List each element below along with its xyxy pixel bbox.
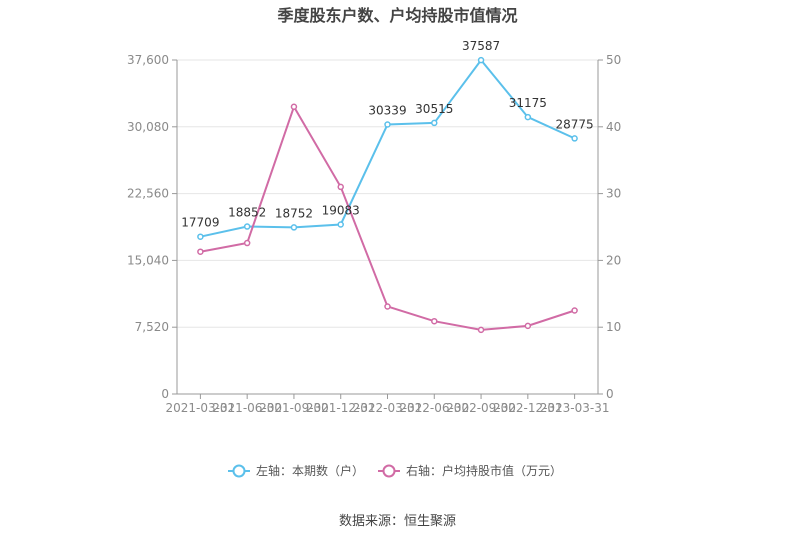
x-tick-label: 2021-06-30 [212,401,282,415]
left-tick-label: 0 [161,387,169,401]
left-tick-label: 7,520 [135,320,169,334]
data-label: 18852 [228,206,266,220]
data-point [243,223,251,230]
data-point [571,307,578,314]
data-label: 37587 [462,39,500,53]
chart-title: 季度股东户数、户均持股市值情况 [277,6,518,25]
x-tick-label: 2022-06-30 [399,401,469,415]
data-label: 18752 [275,206,313,220]
data-point [431,119,438,127]
data-point [477,56,485,64]
data-point [477,326,485,334]
data-label: 30515 [415,102,453,116]
right-tick-label: 0 [606,387,614,401]
data-point [290,103,298,111]
right-tick-label: 30 [606,187,621,201]
data-label: 17709 [181,216,219,230]
left-tick-label: 30,080 [127,120,169,134]
data-point [290,224,298,231]
data-point [571,135,578,142]
data-point [384,121,391,128]
data-label: 19083 [322,203,360,217]
right-tick-label: 40 [606,120,621,134]
axes: 0 0 7,520 10 15,040 20 22,560 30 30,080 40 37,600 5… [127,53,621,415]
data-point [384,303,391,310]
x-tick-label: 2023-03-31 [540,401,610,415]
x-tick-label: 2022-12-31 [493,401,563,415]
left-tick-label: 22,560 [127,187,169,201]
series [197,56,578,334]
legend-label-2: 右轴：户均持股市值（万元） [406,463,562,478]
data-point [337,183,344,191]
x-tick-label: 2022-03-31 [353,401,423,415]
x-tick-label: 2021-09-30 [259,401,329,415]
source-note: 数据来源：恒生聚源 [338,514,456,529]
right-tick-label: 10 [606,320,621,334]
x-tick-label: 2022-09-30 [446,401,516,415]
x-tick-label: 2021-03-31 [166,401,236,415]
left-tick-label: 15,040 [127,253,169,267]
data-point [337,221,344,228]
legend-marker-1 [232,464,246,478]
data-point [243,239,251,247]
data-label: 31175 [509,96,547,110]
right-tick-label: 20 [606,253,621,267]
data-point [197,233,204,240]
data-point [524,322,532,330]
legend: 左轴：本期数（户） 右轴：户均持股市值（万元） [228,463,562,478]
left-tick-label: 37,600 [127,53,169,67]
legend-label-1: 左轴：本期数（户） [256,463,364,478]
data-label: 30339 [368,103,406,117]
data-label: 28775 [556,117,594,131]
right-tick-label: 50 [606,53,621,67]
data-point [197,248,204,255]
data-point [431,317,438,325]
x-tick-label: 2021-12-31 [306,401,376,415]
data-labels: 17709 18852 18752 19083 30339 30515 37587 31175… [181,39,593,230]
legend-marker-2 [382,464,396,478]
data-point [524,113,532,121]
